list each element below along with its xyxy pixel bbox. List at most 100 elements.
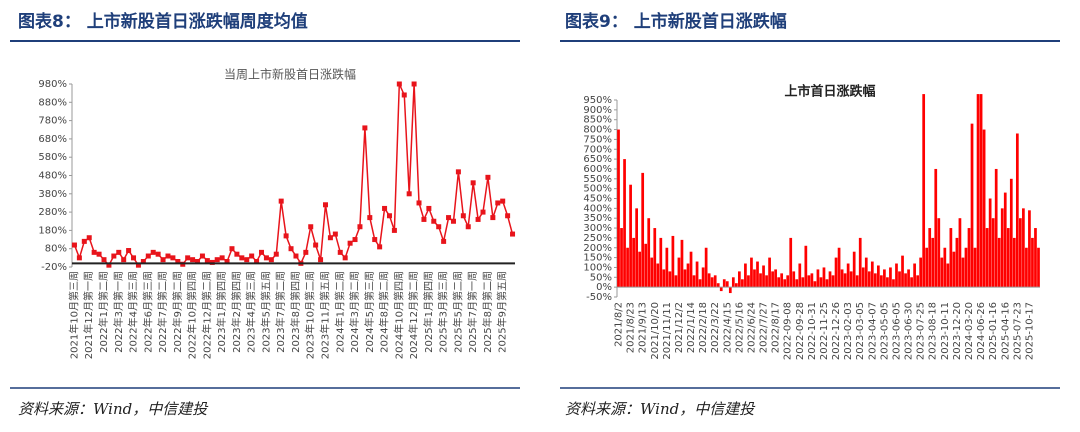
bar bbox=[901, 255, 904, 288]
point bbox=[190, 257, 196, 263]
x-tick-label: 2021/12/2 bbox=[674, 302, 685, 353]
bar bbox=[650, 257, 654, 288]
bar bbox=[1025, 247, 1028, 288]
point bbox=[199, 253, 205, 259]
x-tick-label: 2025-04-16 bbox=[1000, 302, 1011, 360]
bar bbox=[801, 277, 805, 288]
point bbox=[219, 255, 225, 261]
x-tick-label: 2025-01-16 bbox=[988, 302, 999, 360]
bar bbox=[819, 277, 823, 288]
bar bbox=[804, 245, 808, 288]
x-tick-label: 2023-02-03 bbox=[843, 302, 854, 360]
bar bbox=[858, 237, 862, 288]
bar bbox=[861, 267, 865, 288]
bar bbox=[825, 279, 829, 288]
bar bbox=[943, 247, 947, 288]
point bbox=[426, 205, 432, 211]
y-tick-label: 50% bbox=[590, 272, 612, 283]
y-tick-label: -50% bbox=[586, 292, 612, 303]
point bbox=[347, 240, 353, 246]
y-tick-label: 550% bbox=[583, 174, 612, 185]
bar bbox=[762, 265, 765, 288]
bar bbox=[816, 269, 820, 288]
y-tick-label: 580% bbox=[38, 152, 67, 163]
point bbox=[259, 249, 265, 255]
bar bbox=[765, 275, 768, 288]
point bbox=[116, 249, 122, 255]
bar bbox=[964, 247, 968, 288]
point bbox=[421, 216, 427, 222]
heading: 图表9： 上市新股首日涨跌幅 bbox=[565, 11, 787, 32]
y-tick-label: 650% bbox=[583, 154, 612, 165]
point bbox=[204, 258, 210, 264]
point bbox=[150, 249, 156, 255]
x-tick-label: 2022年3月第一周 bbox=[112, 271, 125, 353]
point bbox=[101, 257, 107, 263]
bar bbox=[895, 263, 898, 288]
point bbox=[352, 237, 358, 243]
y-tick-label: 280% bbox=[38, 207, 67, 218]
y-tick-label: 200% bbox=[583, 243, 612, 254]
point bbox=[254, 259, 260, 265]
bar bbox=[626, 247, 629, 288]
bar bbox=[931, 237, 935, 288]
bar bbox=[937, 218, 941, 288]
bar bbox=[1006, 228, 1010, 288]
y-tick-label: 950% bbox=[583, 95, 612, 106]
x-tick-label: 2025年3月第三周 bbox=[437, 271, 450, 353]
bar bbox=[994, 168, 998, 288]
y-tick-label: 150% bbox=[583, 253, 612, 264]
x-tick-label: 2025年7月第一周 bbox=[466, 271, 479, 353]
y-tick-label: 850% bbox=[583, 115, 612, 126]
point bbox=[490, 215, 496, 221]
y-tick-label: 250% bbox=[583, 233, 612, 244]
bar bbox=[644, 243, 648, 288]
bar bbox=[997, 237, 1001, 288]
bar bbox=[759, 273, 762, 288]
bar bbox=[952, 251, 956, 288]
bar bbox=[982, 129, 986, 288]
bar bbox=[973, 247, 977, 288]
bar bbox=[750, 257, 753, 288]
x-tick-label: 2023年2月第四周 bbox=[230, 271, 243, 353]
x-tick-label: 2022年4月第三周 bbox=[127, 271, 140, 353]
point bbox=[126, 248, 132, 254]
point bbox=[121, 257, 127, 263]
x-tick-label: 2023年7月第二周 bbox=[274, 271, 287, 353]
point bbox=[170, 255, 176, 261]
x-tick-label: 2025-07-23 bbox=[1012, 302, 1023, 360]
bar bbox=[925, 247, 929, 288]
bar bbox=[889, 267, 892, 288]
bar bbox=[692, 275, 696, 288]
y-tick-label: 680% bbox=[38, 134, 67, 145]
y-tick-label: -20% bbox=[41, 262, 67, 273]
bar bbox=[955, 237, 959, 288]
y-tick-label: 380% bbox=[38, 189, 67, 200]
bar bbox=[985, 228, 989, 288]
bar bbox=[837, 247, 841, 288]
bar bbox=[928, 228, 932, 288]
bar bbox=[1009, 178, 1013, 288]
point bbox=[145, 253, 151, 259]
x-tick-label: 2022年6月第三周 bbox=[141, 271, 154, 353]
bar bbox=[738, 271, 741, 288]
x-tick-label: 2024年1月第二周 bbox=[333, 271, 346, 353]
bar bbox=[753, 269, 756, 288]
bar bbox=[1012, 237, 1016, 288]
x-tick-label: 2022/6/24 bbox=[746, 302, 757, 353]
bar bbox=[731, 277, 735, 288]
point bbox=[382, 205, 388, 211]
y-tick-label: 480% bbox=[38, 171, 67, 182]
point bbox=[460, 213, 466, 219]
x-tick-label: 2022-11-25 bbox=[819, 302, 830, 360]
x-tick-label: 2022年1月第二周 bbox=[97, 271, 110, 353]
x-tick-label: 2021年10月第三周 bbox=[67, 271, 80, 359]
x-tick-label: 2021/10/20 bbox=[650, 302, 661, 360]
source: 资料来源：Wind，中信建投 bbox=[18, 400, 209, 418]
point bbox=[401, 92, 407, 98]
bar bbox=[704, 247, 708, 288]
x-tick-label: 2022年12月第二周 bbox=[200, 271, 213, 359]
point bbox=[480, 209, 486, 215]
x-tick-label: 2021/8/2 bbox=[614, 302, 625, 347]
